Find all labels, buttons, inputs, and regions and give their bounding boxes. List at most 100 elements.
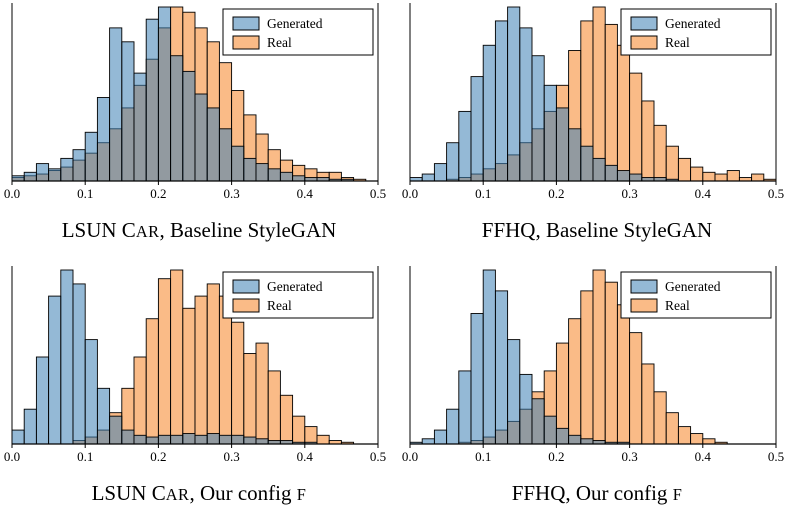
- histogram-bar: [170, 269, 184, 445]
- histogram-bar: [243, 353, 257, 445]
- histogram-bar: [543, 415, 557, 445]
- histogram-bar: [592, 269, 606, 445]
- histogram-bar: [157, 6, 172, 182]
- histogram-bar: [48, 295, 62, 445]
- histogram-bar: [531, 55, 545, 182]
- caption-segment: LSUN C: [91, 481, 166, 505]
- x-tick-label: 0.5: [768, 449, 784, 464]
- x-tick-label: 0.0: [4, 449, 20, 464]
- histogram-bar: [421, 438, 435, 445]
- legend-swatch-generated: [630, 16, 658, 31]
- x-tick-label: 0.3: [621, 186, 637, 201]
- histogram-bar: [702, 438, 716, 445]
- histogram-bar: [121, 41, 135, 182]
- histogram-bar: [690, 166, 704, 182]
- histogram-bar: [629, 72, 643, 182]
- histogram-bar: [194, 93, 208, 182]
- histogram-bar: [494, 20, 509, 182]
- legend: Generated Real: [620, 8, 772, 56]
- histogram-bar: [604, 281, 618, 445]
- histogram-bar: [714, 173, 728, 182]
- panel-lsun-car-config-f: 0.0 0.1 0.2 0.3 0.4 0.5 Generated Real LSUN CAR…: [0, 266, 398, 519]
- histogram-bar: [568, 434, 582, 445]
- histogram-bar: [11, 175, 25, 182]
- legend-label: Generated: [267, 16, 323, 31]
- histogram-bar: [629, 173, 643, 182]
- legend-swatch-generated: [232, 16, 260, 31]
- histogram-bar: [616, 304, 631, 445]
- x-tick-label: 0.0: [402, 186, 418, 201]
- histogram-bar: [751, 173, 765, 182]
- x-tick-label: 0.2: [548, 449, 564, 464]
- chart-caption: LSUN CAR, Baseline StyleGAN: [0, 215, 398, 249]
- legend: Generated Real: [222, 271, 374, 319]
- legend-label: Real: [665, 298, 690, 313]
- histogram-bar: [690, 433, 704, 445]
- legend-label: Real: [665, 35, 690, 50]
- histogram-plot: 0.0 0.1 0.2 0.3 0.4 0.5 Generated Real: [4, 3, 386, 201]
- histogram-bar: [218, 128, 233, 182]
- caption-segment: AR: [135, 222, 160, 241]
- histogram-bar: [157, 434, 172, 445]
- histogram-plot: 0.0 0.1 0.2 0.3 0.4 0.5 Generated Real: [402, 266, 784, 464]
- histogram-bar: [494, 290, 509, 445]
- histogram-bar: [531, 398, 545, 445]
- histogram-bar: [72, 149, 86, 182]
- histogram-bar: [470, 76, 484, 182]
- histogram-bar: [292, 175, 306, 182]
- x-tick-label: 0.2: [150, 186, 166, 201]
- histogram-bar: [433, 163, 448, 182]
- histogram-bar: [604, 164, 618, 182]
- caption-segment: , Our config: [189, 481, 297, 505]
- legend-swatch-real: [232, 35, 260, 50]
- histogram-bar: [279, 171, 294, 182]
- histogram-bar: [218, 434, 233, 445]
- histogram-bar: [616, 170, 631, 182]
- histogram-bar: [555, 107, 570, 182]
- histogram-bar: [555, 427, 570, 445]
- chart-caption: FFHQ, Our config F: [398, 478, 796, 512]
- histogram-bar: [580, 145, 594, 182]
- histogram-bar: [279, 394, 294, 445]
- x-tick-label: 0.1: [475, 449, 491, 464]
- histogram-bar: [580, 290, 594, 445]
- series-generated: [409, 269, 631, 445]
- histogram-bar: [519, 373, 533, 445]
- histogram-bar: [243, 436, 257, 445]
- legend-swatch-real: [232, 298, 260, 313]
- histogram-bar: [519, 27, 533, 182]
- series-generated: [11, 269, 318, 445]
- histogram-bar: [121, 429, 135, 445]
- legend-swatch-real: [630, 298, 658, 313]
- histogram-bar: [629, 332, 643, 445]
- histogram-bar: [592, 6, 606, 182]
- x-tick-label: 0.2: [548, 186, 564, 201]
- histogram-bar: [677, 426, 692, 445]
- histogram-bar: [84, 131, 98, 182]
- histogram-plot: 0.0 0.1 0.2 0.3 0.4 0.5 Generated Real: [402, 3, 784, 201]
- x-tick-label: 0.3: [621, 449, 637, 464]
- histogram-bar: [194, 295, 208, 445]
- histogram-bar: [304, 426, 318, 445]
- panel-ffhq-baseline: 0.0 0.1 0.2 0.3 0.4 0.5 Generated Real FFHQ, Ba…: [398, 3, 796, 256]
- series-generated: [11, 6, 355, 182]
- x-tick-label: 0.4: [695, 449, 712, 464]
- histogram-bar: [665, 412, 679, 445]
- histogram-bar: [243, 157, 257, 182]
- histogram-bar: [84, 339, 98, 445]
- legend-swatch-generated: [232, 279, 260, 294]
- x-tick-label: 0.2: [150, 449, 166, 464]
- histogram-bar: [726, 170, 740, 182]
- histogram-bar: [604, 23, 618, 182]
- histogram-bar: [182, 307, 196, 445]
- histogram-bar: [109, 415, 123, 445]
- histogram-bar: [133, 356, 147, 445]
- legend-label: Real: [267, 298, 292, 313]
- histogram-bar: [145, 318, 159, 445]
- histogram-bar: [182, 70, 196, 182]
- series-generated: [409, 6, 679, 182]
- x-tick-label: 0.4: [297, 449, 314, 464]
- histogram-bar: [206, 283, 220, 445]
- histogram-bar: [182, 433, 196, 445]
- histogram-bar: [665, 145, 679, 182]
